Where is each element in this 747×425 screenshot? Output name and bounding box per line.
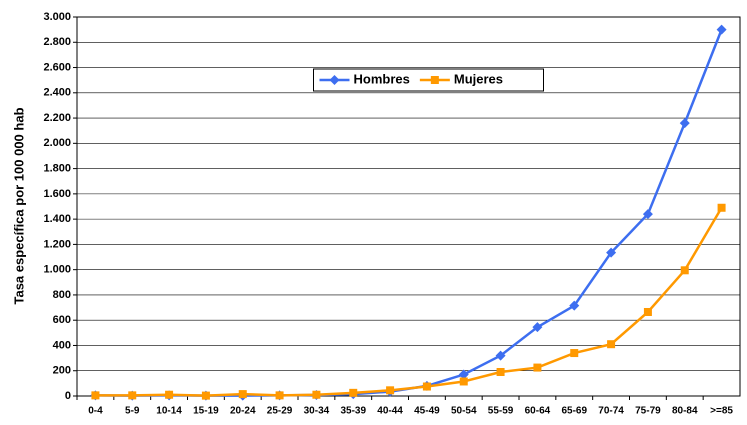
y-tick-label: 2.200 <box>43 112 71 124</box>
x-tick-label: 40-44 <box>377 406 403 417</box>
marker <box>717 203 726 212</box>
marker <box>91 391 100 400</box>
marker <box>607 340 616 349</box>
y-axis-label: Tasa específica por 100 000 hab <box>11 107 26 304</box>
marker <box>570 349 579 358</box>
x-tick-label: 65-69 <box>561 406 587 417</box>
marker <box>128 391 137 400</box>
marker <box>458 369 469 380</box>
x-tick-label: 20-24 <box>230 406 256 417</box>
marker <box>496 367 505 376</box>
marker <box>642 209 653 220</box>
y-tick-label: 1.400 <box>43 213 71 225</box>
y-tick-label: 600 <box>53 314 71 326</box>
marker <box>349 388 358 397</box>
marker <box>679 118 690 129</box>
x-tick-label: 5-9 <box>125 406 140 417</box>
x-tick-label: 75-79 <box>635 406 661 417</box>
x-tick-label: >=85 <box>710 406 733 417</box>
x-tick-label: 80-84 <box>672 406 698 417</box>
y-tick-label: 3.000 <box>43 11 71 23</box>
marker <box>238 390 247 399</box>
y-tick-label: 1.800 <box>43 163 71 175</box>
marker <box>165 390 174 399</box>
x-tick-label: 30-34 <box>304 406 330 417</box>
x-tick-label: 70-74 <box>598 406 624 417</box>
y-tick-label: 200 <box>53 365 71 377</box>
marker <box>329 75 340 85</box>
marker <box>495 350 506 361</box>
x-tick-label: 15-19 <box>193 406 219 417</box>
marker <box>680 266 689 275</box>
marker <box>606 247 617 258</box>
y-tick-label: 800 <box>53 289 71 301</box>
y-tick-label: 400 <box>53 339 71 351</box>
marker <box>569 300 580 311</box>
x-tick-label: 10-14 <box>156 406 182 417</box>
marker <box>716 24 727 35</box>
marker <box>533 363 542 372</box>
marker <box>201 391 210 400</box>
marker <box>643 307 652 316</box>
x-tick-label: 60-64 <box>525 406 551 417</box>
y-tick-label: 0 <box>65 390 71 402</box>
x-tick-label: 55-59 <box>488 406 514 417</box>
marker <box>430 76 439 84</box>
x-tick-label: 35-39 <box>340 406 366 417</box>
x-tick-label: 45-49 <box>414 406 440 417</box>
y-tick-label: 1.200 <box>43 238 71 250</box>
y-tick-label: 1.000 <box>43 264 71 276</box>
y-tick-label: 2.800 <box>43 36 71 48</box>
y-tick-label: 2.600 <box>43 61 71 73</box>
legend-label: Hombres <box>354 71 410 86</box>
marker <box>312 390 321 399</box>
line <box>95 207 723 397</box>
x-tick-label: 0-4 <box>88 406 103 417</box>
legend-label: Mujeres <box>454 71 503 86</box>
marker <box>386 386 395 395</box>
y-tick-label: 1.600 <box>43 188 71 200</box>
marker <box>532 322 543 333</box>
marker <box>459 377 468 386</box>
marker <box>422 382 431 391</box>
y-tick-label: 2.400 <box>43 87 71 99</box>
y-tick-label: 2.000 <box>43 137 71 149</box>
marker <box>275 391 284 400</box>
x-tick-label: 25-29 <box>267 406 293 417</box>
x-tick-label: 50-54 <box>451 406 477 417</box>
